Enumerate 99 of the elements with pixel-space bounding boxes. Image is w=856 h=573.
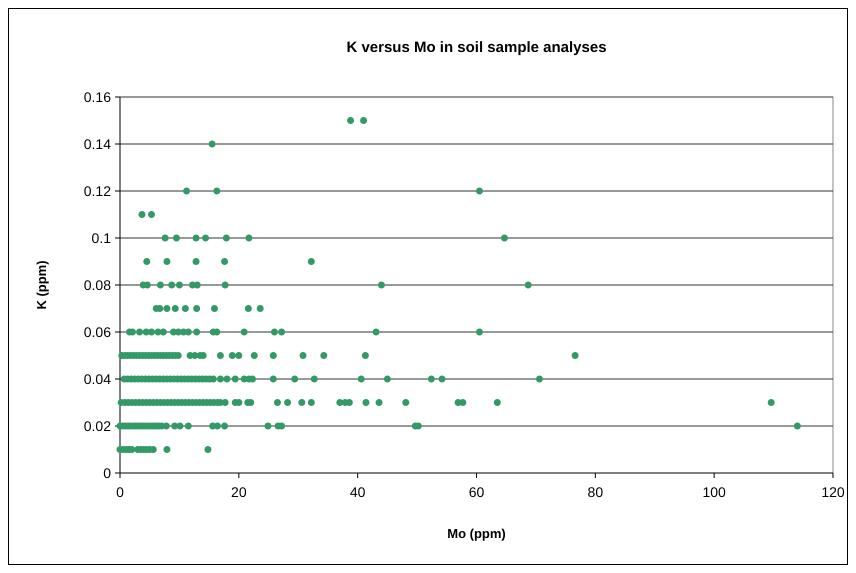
point xyxy=(193,305,200,312)
point xyxy=(270,328,278,336)
y-tick-label: 0.04 xyxy=(84,370,112,387)
chart-title: K versus Mo in soil sample analyses xyxy=(346,39,607,56)
point xyxy=(216,376,224,382)
point xyxy=(378,282,385,288)
point xyxy=(244,305,252,312)
point xyxy=(291,376,298,382)
point xyxy=(232,376,239,382)
y-tick-label: 0.02 xyxy=(84,418,112,434)
point xyxy=(360,117,368,124)
point xyxy=(222,282,229,288)
point xyxy=(278,328,286,336)
y-tick-label: 0.1 xyxy=(92,230,112,246)
point xyxy=(163,305,170,312)
x-axis-title: Mo (ppm) xyxy=(447,526,506,541)
point xyxy=(384,376,391,382)
point xyxy=(176,422,184,430)
point xyxy=(156,282,164,288)
point xyxy=(240,328,248,336)
point xyxy=(274,399,281,406)
point xyxy=(245,234,252,242)
point xyxy=(184,422,192,430)
point xyxy=(250,352,258,359)
y-axis-title: K (ppm) xyxy=(34,260,49,310)
point xyxy=(208,140,216,148)
point xyxy=(193,328,200,336)
point xyxy=(270,352,277,359)
point xyxy=(256,305,264,312)
x-tick-label: 0 xyxy=(116,484,124,500)
point xyxy=(148,328,155,336)
point xyxy=(176,282,183,288)
point xyxy=(572,352,579,359)
point xyxy=(270,376,277,382)
point xyxy=(264,422,272,430)
point xyxy=(298,399,306,406)
point xyxy=(476,188,483,194)
point xyxy=(183,188,190,194)
point xyxy=(768,399,775,406)
y-tick-label: 0.16 xyxy=(84,88,112,105)
x-tick-label: 60 xyxy=(468,484,484,500)
point xyxy=(221,422,228,430)
point xyxy=(228,352,236,359)
point xyxy=(194,282,201,288)
x-tick-label: 100 xyxy=(702,484,726,500)
point xyxy=(216,352,224,359)
y-tick-label: 0.08 xyxy=(84,276,112,293)
point xyxy=(428,376,435,382)
point xyxy=(162,234,169,242)
point xyxy=(362,352,369,359)
point xyxy=(372,328,380,336)
point xyxy=(172,305,179,312)
point xyxy=(308,258,315,265)
x-tick-label: 120 xyxy=(821,484,845,500)
point xyxy=(494,399,501,406)
point xyxy=(320,352,328,359)
point xyxy=(536,376,543,382)
y-tick-label: 0.12 xyxy=(84,182,112,199)
point xyxy=(213,188,220,194)
point xyxy=(172,234,180,242)
point xyxy=(221,258,228,265)
point xyxy=(347,117,354,124)
point xyxy=(223,376,230,382)
point xyxy=(310,376,318,382)
point xyxy=(136,328,144,336)
point xyxy=(308,399,315,406)
point xyxy=(192,258,200,265)
point xyxy=(222,234,230,242)
point xyxy=(138,211,146,218)
y-tick-label: 0 xyxy=(103,464,112,481)
point xyxy=(222,399,229,406)
point xyxy=(794,422,801,430)
x-tick-label: 20 xyxy=(231,484,247,500)
point xyxy=(143,258,150,265)
point xyxy=(163,258,170,265)
point xyxy=(204,446,212,453)
point xyxy=(202,234,210,242)
point xyxy=(358,376,365,382)
x-tick-label: 40 xyxy=(350,484,366,500)
point xyxy=(500,234,508,242)
point xyxy=(300,352,307,359)
x-tick-label: 80 xyxy=(588,484,604,500)
point xyxy=(438,376,446,382)
y-tick-label: 0.06 xyxy=(84,324,112,340)
point xyxy=(163,446,170,453)
point xyxy=(210,305,218,312)
point xyxy=(476,328,483,336)
point xyxy=(376,399,383,406)
point xyxy=(148,211,155,218)
point xyxy=(192,234,200,242)
point xyxy=(168,282,176,288)
point xyxy=(182,305,189,312)
point xyxy=(362,399,370,406)
point xyxy=(235,352,242,359)
point xyxy=(284,399,292,406)
point xyxy=(524,282,532,288)
point xyxy=(160,328,167,336)
y-tick-label: 0.14 xyxy=(84,136,112,152)
point xyxy=(402,399,410,406)
